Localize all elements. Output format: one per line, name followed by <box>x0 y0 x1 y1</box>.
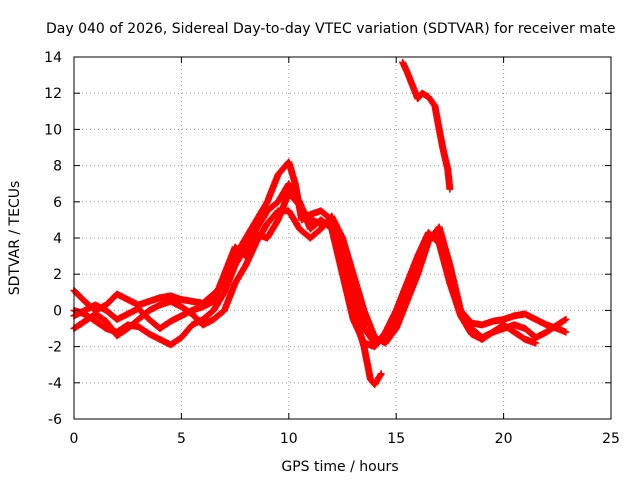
y-tick-label: -2 <box>48 340 62 356</box>
x-tick-label: 20 <box>495 431 513 447</box>
y-axis-label: SDTVAR / TECUs <box>7 181 23 296</box>
y-tick-label: -4 <box>48 376 62 392</box>
y-tick-label: 6 <box>53 195 62 211</box>
y-tick-label: 0 <box>53 303 62 319</box>
chart-title: Day 040 of 2026, Sidereal Day-to-day VTE… <box>46 21 616 37</box>
data-points <box>70 58 570 389</box>
tick-labels: 0 5 10 15 20 25 -6 -4 -2 0 2 4 6 8 10 12 14 <box>44 50 620 447</box>
x-tick-label: 0 <box>70 431 79 447</box>
x-tick-label: 25 <box>602 431 620 447</box>
y-tick-label: 4 <box>53 231 62 247</box>
x-tick-label: 10 <box>280 431 298 447</box>
x-axis-label: GPS time / hours <box>281 459 398 475</box>
y-tick-label: -6 <box>48 412 62 428</box>
x-tick-label: 5 <box>177 431 186 447</box>
y-tick-label: 14 <box>44 50 62 66</box>
satellite-track-5 <box>399 58 454 193</box>
satellite-track-5-markers <box>399 58 454 193</box>
axis-ticks <box>73 56 612 420</box>
y-tick-label: 8 <box>53 159 62 175</box>
y-tick-label: 12 <box>44 86 62 102</box>
y-tick-label: 2 <box>53 267 62 283</box>
y-tick-label: 10 <box>44 122 62 138</box>
x-tick-label: 15 <box>387 431 405 447</box>
